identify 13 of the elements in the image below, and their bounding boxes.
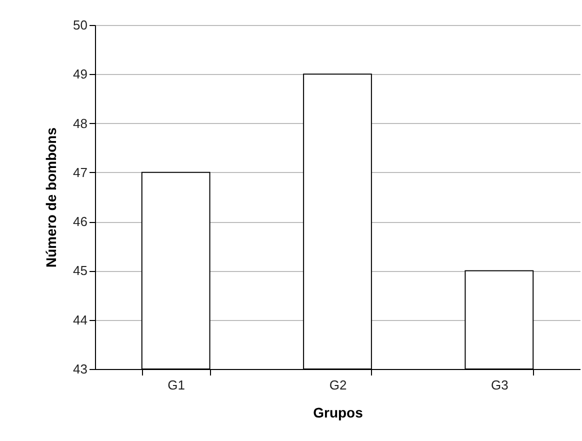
y-tick-label: 43 (73, 362, 88, 376)
x-tick-label: G3 (490, 378, 508, 392)
y-tick-label: 45 (73, 263, 88, 278)
y-tick-label: 50 (73, 18, 88, 32)
x-tick-label: G2 (329, 378, 347, 392)
y-tick-label: 46 (73, 214, 88, 230)
y-axis-title: Número de bombons (43, 127, 60, 268)
x-tick-label: G1 (168, 378, 186, 392)
y-tick-label: 48 (73, 116, 88, 131)
x-axis-title: Grupos (313, 404, 364, 420)
y-tick-label: 44 (73, 312, 88, 328)
y-tick-label: 47 (73, 164, 88, 180)
y-tick-label: 49 (73, 66, 88, 82)
